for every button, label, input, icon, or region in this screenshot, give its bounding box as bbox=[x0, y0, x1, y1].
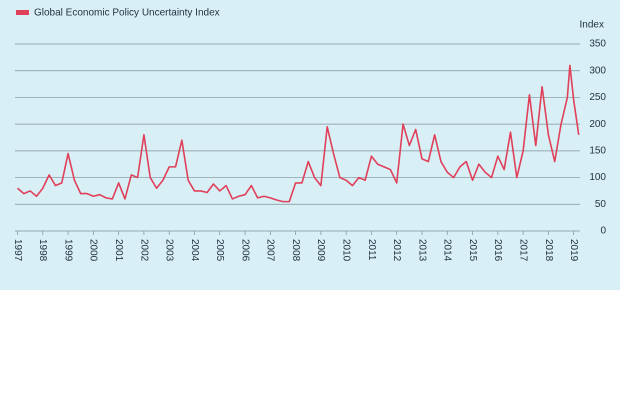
chart-background bbox=[0, 0, 620, 290]
x-tick-label: 2017 bbox=[517, 239, 528, 262]
x-tick-label: 2014 bbox=[442, 239, 453, 262]
x-tick-label: 2007 bbox=[265, 239, 276, 262]
x-tick-label: 2011 bbox=[366, 239, 377, 261]
x-tick-label: 2002 bbox=[138, 239, 149, 262]
x-tick-label: 2005 bbox=[214, 239, 225, 262]
legend-swatch bbox=[16, 10, 29, 15]
y-tick-label: 350 bbox=[589, 39, 606, 50]
y-tick-label: 50 bbox=[595, 199, 607, 210]
legend-label: Global Economic Policy Uncertainty Index bbox=[34, 8, 220, 19]
y-tick-label: 100 bbox=[589, 172, 606, 183]
x-tick-label: 2018 bbox=[543, 239, 554, 262]
x-tick-label: 2010 bbox=[341, 239, 352, 262]
x-tick-label: 2006 bbox=[239, 239, 250, 262]
x-tick-label: 1997 bbox=[12, 239, 23, 262]
x-tick-label: 2001 bbox=[113, 239, 124, 262]
y-tick-label: 200 bbox=[589, 119, 606, 130]
x-tick-label: 2012 bbox=[391, 239, 402, 262]
x-tick-label: 2009 bbox=[315, 239, 326, 262]
x-tick-label: 2000 bbox=[88, 239, 99, 262]
y-tick-label: 150 bbox=[589, 145, 606, 156]
x-tick-label: 2013 bbox=[416, 239, 427, 262]
x-tick-label: 2004 bbox=[189, 239, 200, 262]
x-tick-label: 2008 bbox=[290, 239, 301, 262]
data-line bbox=[17, 64, 580, 203]
x-tick-label: 2003 bbox=[164, 239, 175, 262]
y-tick-label: 250 bbox=[589, 92, 606, 103]
x-tick-label: 1999 bbox=[62, 239, 73, 262]
x-tick-label: 2016 bbox=[492, 239, 503, 262]
y-axis-label: Index bbox=[580, 20, 604, 31]
x-tick-label: 1998 bbox=[37, 239, 48, 262]
y-tick-label: 0 bbox=[600, 226, 606, 237]
x-tick-label: 2015 bbox=[467, 239, 478, 262]
y-tick-label: 300 bbox=[589, 65, 606, 76]
x-tick-label: 2019 bbox=[568, 239, 579, 262]
